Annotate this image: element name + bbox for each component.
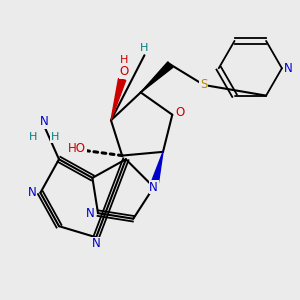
Text: N: N [284,62,293,75]
Text: N: N [92,238,100,250]
Text: N: N [40,115,49,128]
Text: H: H [51,132,59,142]
Text: H: H [140,43,148,53]
Polygon shape [150,152,163,188]
Text: O: O [119,65,129,79]
Text: N: N [149,181,158,194]
Text: HO: HO [68,142,86,155]
Text: H: H [29,132,37,142]
Polygon shape [111,78,126,120]
Polygon shape [141,62,173,92]
Text: N: N [28,186,37,199]
Text: O: O [175,106,184,119]
Text: S: S [200,79,208,92]
Text: H: H [120,55,128,65]
Text: N: N [86,207,95,220]
